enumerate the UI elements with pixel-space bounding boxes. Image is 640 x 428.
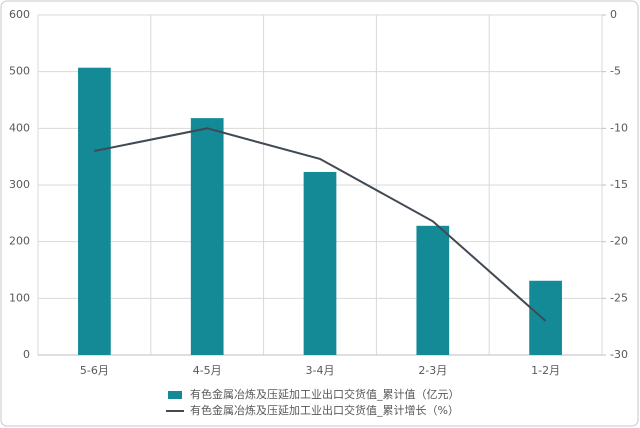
y2-tick-label: -20: [610, 235, 628, 248]
y-tick-label: 600: [9, 8, 30, 21]
y2-tick-label: -25: [610, 291, 628, 304]
line: [94, 127, 547, 322]
legend-label: 有色金属冶炼及压延加工业出口交货值_累计增长（%）: [190, 403, 459, 417]
x-tick-label: 1-2月: [531, 364, 560, 377]
y2-tick-label: 0: [610, 8, 617, 21]
bar: [529, 280, 562, 355]
y2-tick-label: -15: [610, 178, 628, 191]
y-tick-label: 400: [9, 121, 30, 134]
x-tick-label: 4-5月: [193, 364, 222, 377]
bar: [78, 67, 111, 355]
y-tick-label: 0: [23, 348, 30, 361]
bar: [416, 225, 450, 355]
y-tick-label: 500: [9, 65, 30, 78]
bar: [303, 171, 337, 355]
x-tick-label: 2-3月: [418, 364, 447, 377]
legend-swatch: [168, 391, 182, 399]
x-tick-label: 3-4月: [306, 364, 335, 377]
legend-label: 有色金属冶炼及压延加工业出口交货值_累计值（亿元）: [190, 387, 460, 401]
bar: [190, 118, 224, 355]
x-tick-label: 5-6月: [80, 364, 109, 377]
y2-tick-label: -30: [610, 348, 628, 361]
y-tick-label: 200: [9, 235, 30, 248]
y2-tick-label: -10: [610, 121, 628, 134]
y-tick-label: 300: [9, 178, 30, 191]
y2-tick-label: -5: [610, 65, 621, 78]
y-tick-label: 100: [9, 291, 30, 304]
